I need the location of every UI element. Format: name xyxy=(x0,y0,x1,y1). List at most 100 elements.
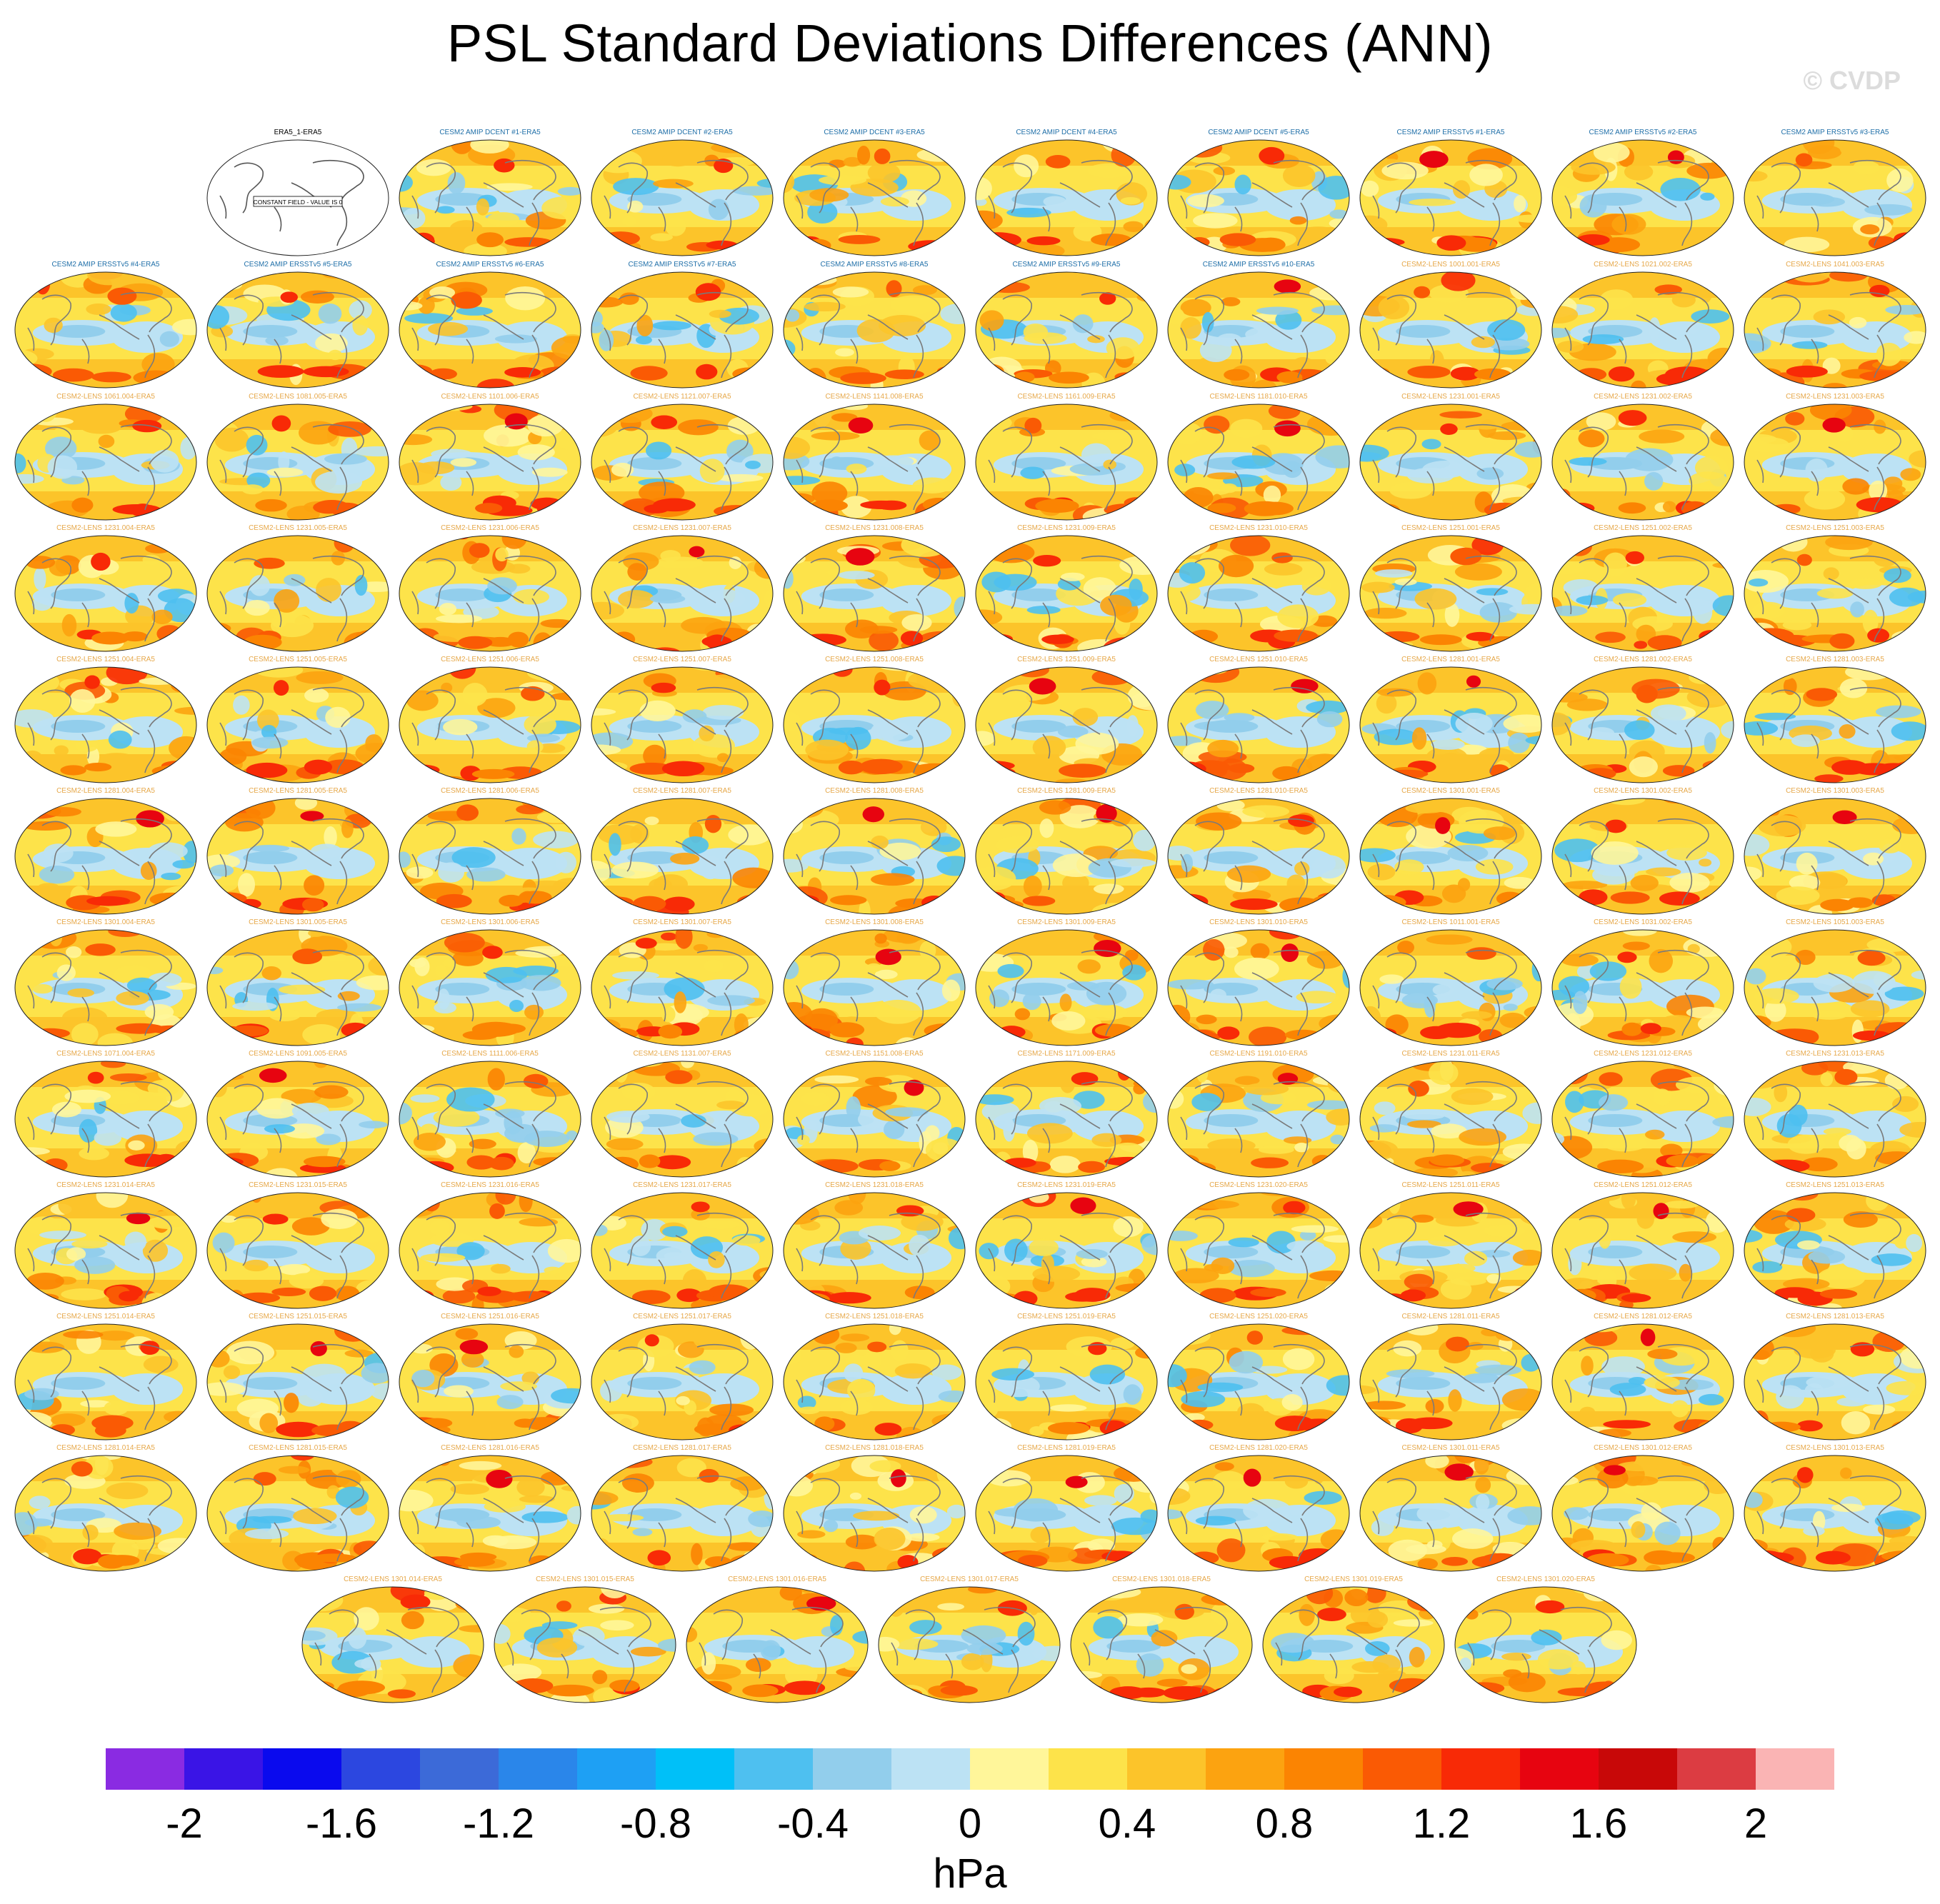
map-panel: CESM2-LENS 1111.006-ERA5 xyxy=(396,1050,584,1178)
world-map xyxy=(1744,139,1926,256)
map-field xyxy=(15,536,196,651)
panel-title: CESM2-LENS 1251.012-ERA5 xyxy=(1594,1181,1692,1189)
colorbar-tick-label: 1.2 xyxy=(1412,1800,1471,1847)
panel-title: CESM2-LENS 1251.017-ERA5 xyxy=(633,1313,731,1321)
map-outline xyxy=(206,666,389,783)
world-map xyxy=(783,798,966,915)
colorbar-swatch xyxy=(970,1748,1049,1790)
map-panel: CESM2-LENS 1281.018-ERA5 xyxy=(780,1444,969,1573)
panel-title: CESM2-LENS 1301.012-ERA5 xyxy=(1594,1444,1692,1452)
panel-title: CESM2-LENS 1281.002-ERA5 xyxy=(1594,656,1692,663)
world-map xyxy=(591,1455,774,1572)
panel-title: CESM2-LENS 1281.014-ERA5 xyxy=(56,1444,155,1452)
map-panel: CESM2-LENS 1301.003-ERA5 xyxy=(1741,787,1929,916)
map-outline xyxy=(1551,1323,1734,1440)
map-panel: CESM2-LENS 1281.002-ERA5 xyxy=(1549,656,1737,784)
colorbar-swatch xyxy=(341,1748,421,1790)
map-panel: CESM2-LENS 1151.008-ERA5 xyxy=(780,1050,969,1178)
map-field xyxy=(976,1455,1157,1571)
map-panel: CESM2 AMIP ERSSTv5 #1-ERA5 xyxy=(1356,129,1545,257)
panel-title: CESM2 AMIP ERSSTv5 #2-ERA5 xyxy=(1589,129,1697,136)
map-outline xyxy=(14,271,197,389)
map-outline xyxy=(1359,1192,1542,1309)
world-map xyxy=(1744,1455,1926,1572)
panel-title: CESM2-LENS 1251.001-ERA5 xyxy=(1401,524,1500,532)
panel-title: CESM2-LENS 1231.002-ERA5 xyxy=(1594,393,1692,401)
map-field xyxy=(207,798,389,914)
map-panel: CESM2-LENS 1141.008-ERA5 xyxy=(780,393,969,521)
panel-title: CESM2-LENS 1281.006-ERA5 xyxy=(441,787,539,795)
colorbar-tick-label: 0.4 xyxy=(1098,1800,1156,1847)
world-map xyxy=(1744,404,1926,521)
map-panel: CESM2-LENS 1301.018-ERA5 xyxy=(1067,1575,1256,1704)
panel-title: CESM2-LENS 1281.010-ERA5 xyxy=(1209,787,1308,795)
map-panel: CESM2-LENS 1281.007-ERA5 xyxy=(588,787,776,916)
map-panel: CESM2-LENS 1301.012-ERA5 xyxy=(1549,1444,1737,1573)
panel-title: CESM2-LENS 1251.014-ERA5 xyxy=(56,1313,155,1321)
world-map xyxy=(1167,1455,1350,1572)
panel-title: CESM2-LENS 1231.016-ERA5 xyxy=(441,1181,539,1189)
map-field xyxy=(207,1324,389,1440)
panel-title: CESM2-LENS 1281.004-ERA5 xyxy=(56,787,155,795)
panel-title: CESM2 AMIP ERSSTv5 #6-ERA5 xyxy=(436,261,544,269)
map-outline xyxy=(1551,929,1734,1046)
map-panel: CESM2-LENS 1021.002-ERA5 xyxy=(1549,261,1737,389)
panel-title: CESM2-LENS 1251.009-ERA5 xyxy=(1017,656,1116,663)
world-map xyxy=(1744,666,1926,783)
panel-title: CESM2-LENS 1301.015-ERA5 xyxy=(536,1575,634,1583)
map-panel: CESM2-LENS 1251.003-ERA5 xyxy=(1741,524,1929,653)
constant-field-note: CONSTANT FIELD - VALUE IS 0 xyxy=(254,199,343,206)
panel-title: CESM2-LENS 1231.005-ERA5 xyxy=(249,524,347,532)
map-outline xyxy=(1551,798,1734,915)
map-field xyxy=(1168,667,1349,783)
colorbar-tick-label: 0 xyxy=(958,1800,982,1847)
map-outline xyxy=(1167,1192,1350,1309)
map-field xyxy=(1744,1061,1926,1177)
map-field xyxy=(1552,667,1734,783)
map-field xyxy=(1552,272,1734,388)
map-outline xyxy=(1744,271,1926,389)
map-panel: CESM2-LENS 1301.016-ERA5 xyxy=(683,1575,871,1704)
world-map xyxy=(399,139,581,256)
map-outline xyxy=(1359,271,1542,389)
map-panel: CESM2 AMIP ERSSTv5 #5-ERA5 xyxy=(204,261,392,389)
map-panel: CESM2-LENS 1231.011-ERA5 xyxy=(1356,1050,1545,1178)
colorbar-swatch xyxy=(106,1748,185,1790)
world-map xyxy=(14,666,197,783)
map-field xyxy=(1744,667,1926,783)
panel-title: CESM2-LENS 1251.008-ERA5 xyxy=(825,656,924,663)
map-field xyxy=(591,1455,773,1571)
map-field xyxy=(976,1061,1157,1177)
map-outline xyxy=(1167,1061,1350,1178)
map-panel: CESM2-LENS 1281.003-ERA5 xyxy=(1741,656,1929,784)
colorbar-swatch xyxy=(1441,1748,1521,1790)
world-map xyxy=(1359,1192,1542,1309)
map-panel: CESM2-LENS 1071.004-ERA5 xyxy=(11,1050,200,1178)
map-field xyxy=(207,536,389,651)
map-panel: CESM2-LENS 1281.001-ERA5 xyxy=(1356,656,1545,784)
map-panel: CESM2-LENS 1231.005-ERA5 xyxy=(204,524,392,653)
map-outline xyxy=(783,535,966,652)
map-panel: CESM2-LENS 1231.016-ERA5 xyxy=(396,1181,584,1310)
panel-title: CESM2 AMIP DCENT #4-ERA5 xyxy=(1016,129,1117,136)
world-map xyxy=(1744,929,1926,1046)
world-map xyxy=(1551,139,1734,256)
map-outline xyxy=(1359,929,1542,1046)
map-field xyxy=(686,1587,868,1703)
colorbar-swatch xyxy=(184,1748,264,1790)
map-panel: CESM2-LENS 1301.001-ERA5 xyxy=(1356,787,1545,916)
world-map xyxy=(206,404,389,521)
map-outline xyxy=(1744,535,1926,652)
map-outline xyxy=(399,666,581,783)
map-panel: CESM2-LENS 1251.002-ERA5 xyxy=(1549,524,1737,653)
panel-title: CESM2-LENS 1301.011-ERA5 xyxy=(1401,1444,1500,1452)
map-field xyxy=(784,536,965,651)
world-map xyxy=(1359,1323,1542,1440)
map-field xyxy=(976,1324,1157,1440)
map-outline xyxy=(1744,666,1926,783)
map-panel: CESM2-LENS 1251.010-ERA5 xyxy=(1164,656,1353,784)
map-field xyxy=(1168,140,1349,256)
map-outline xyxy=(1744,1323,1926,1440)
map-panel: CESM2-LENS 1081.005-ERA5 xyxy=(204,393,392,521)
colorbar-swatch xyxy=(1677,1748,1756,1790)
